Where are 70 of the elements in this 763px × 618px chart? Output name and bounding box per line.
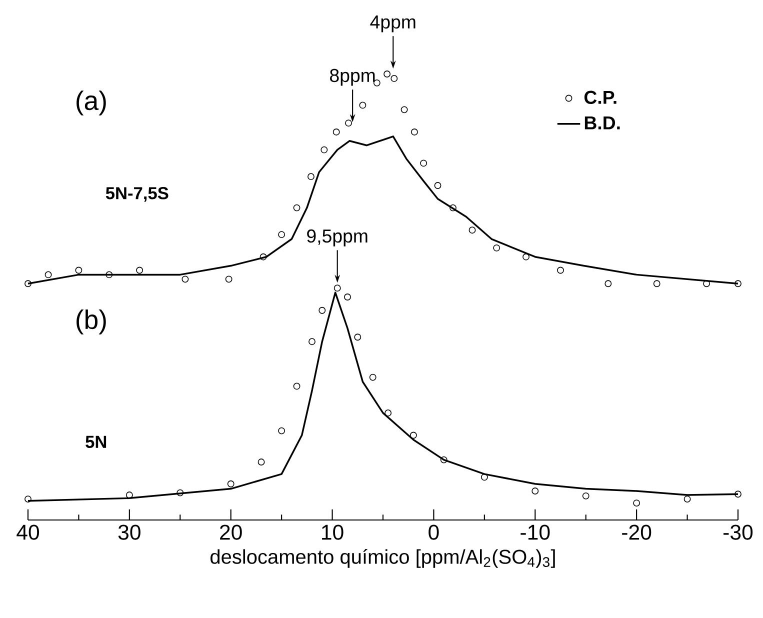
point (653, 280, 660, 288)
point (384, 70, 391, 78)
x-axis-title: deslocamento químico [ppm/Al$_{2}$(SO$_{4}$)$_{3}$] (210, 548, 555, 568)
point (480, 474, 488, 481)
x-tick-label: -30 (724, 524, 753, 540)
x-tick-label: -10 (520, 524, 550, 540)
x-tick-label: -20 (622, 524, 652, 540)
point (703, 280, 710, 288)
point (278, 231, 286, 238)
annotation: 5N (86, 436, 106, 448)
point (400, 106, 408, 114)
point (557, 266, 564, 274)
point (258, 458, 265, 466)
point (106, 271, 113, 278)
point (126, 492, 133, 498)
point (684, 496, 691, 503)
x-tick-label: 30 (118, 524, 140, 540)
annotation: 4ppm (370, 16, 416, 32)
x-tick-label: 20 (220, 524, 242, 540)
point (345, 120, 352, 127)
point (633, 500, 640, 507)
point (293, 382, 300, 390)
x-tick-label: 40 (16, 524, 40, 540)
point (493, 244, 500, 252)
legend-label: B.D. (584, 116, 620, 130)
annotation: 9,5ppm (307, 229, 368, 246)
point (136, 266, 144, 274)
x-tick-label: 0 (428, 524, 439, 540)
point (278, 427, 286, 434)
point (225, 276, 232, 283)
x-tick-label: 10 (322, 524, 344, 540)
point (260, 253, 267, 260)
point (410, 128, 418, 136)
point (440, 456, 448, 464)
point (44, 271, 52, 278)
point (532, 488, 539, 494)
point (176, 489, 184, 496)
annotation: 8ppm (330, 68, 375, 86)
point (227, 480, 234, 488)
point (359, 102, 366, 109)
point (434, 182, 442, 189)
point (734, 490, 742, 498)
point (318, 306, 326, 314)
legend-label: C.P. (584, 90, 616, 104)
annotation: (b) (76, 310, 106, 334)
point (420, 160, 428, 167)
annotation: (a) (76, 90, 106, 116)
point (390, 74, 398, 82)
point (182, 276, 189, 283)
point (308, 338, 316, 346)
point (24, 280, 32, 288)
point (344, 294, 351, 300)
point (369, 374, 376, 381)
point (354, 334, 362, 341)
point (468, 226, 476, 234)
point (75, 266, 82, 274)
point (450, 204, 456, 212)
point (582, 492, 590, 500)
point (320, 146, 328, 154)
point (410, 432, 417, 439)
point (334, 284, 341, 292)
annotation: 5N-7,5S (106, 187, 168, 202)
point (384, 409, 392, 416)
point (604, 280, 612, 288)
point (293, 204, 300, 212)
point (24, 496, 32, 503)
point (308, 173, 314, 180)
point (332, 128, 340, 136)
point (522, 253, 530, 260)
point (734, 280, 742, 288)
